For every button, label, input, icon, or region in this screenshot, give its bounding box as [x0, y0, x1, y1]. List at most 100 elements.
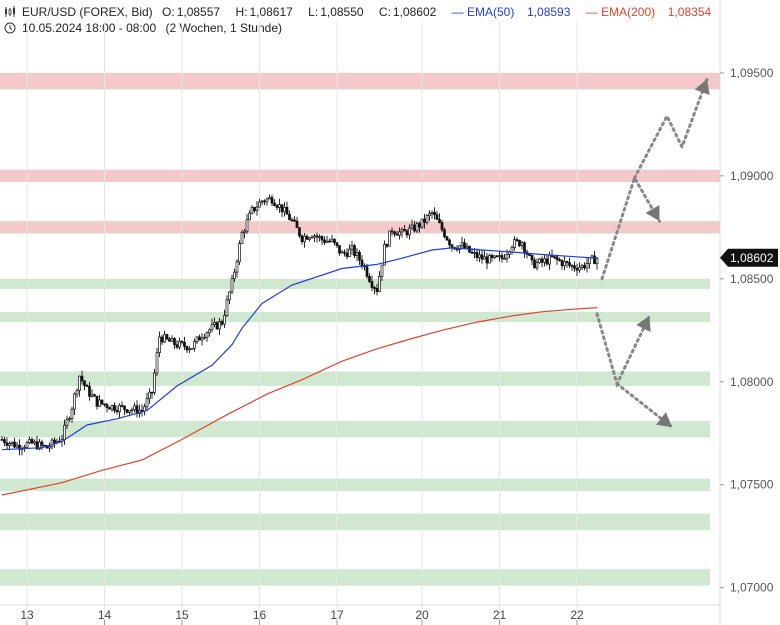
candle [98, 394, 101, 408]
candle [193, 338, 196, 352]
candle-body [370, 281, 374, 288]
candle [113, 402, 116, 414]
candle-body [333, 238, 336, 244]
candle-body [140, 409, 144, 412]
candle [538, 257, 541, 264]
candle [390, 227, 394, 236]
candle [370, 275, 374, 292]
candle-body [190, 347, 194, 350]
candle-body [63, 424, 66, 440]
candle-body [493, 255, 496, 258]
time-tick-label: 17 [330, 608, 344, 622]
candle-body [83, 380, 86, 386]
price-tick-label: 1,07500 [730, 478, 774, 492]
candle-body [435, 214, 439, 220]
candle-body [208, 329, 211, 334]
candle [545, 254, 549, 266]
candle-body [445, 236, 449, 241]
candle-body [103, 403, 106, 406]
candle [3, 436, 6, 446]
candle [243, 228, 246, 239]
candle-body [350, 245, 354, 250]
candle [95, 395, 99, 410]
candle-body [428, 213, 431, 217]
candle [210, 318, 214, 333]
candle [323, 236, 326, 246]
ema50-legend[interactable]: — EMA(50) 1,08593 [451, 5, 571, 19]
resistance-zone [0, 72, 720, 90]
time-tick-label: 22 [570, 608, 584, 622]
candle-body [383, 244, 386, 266]
candle-body [593, 255, 596, 265]
candle [440, 219, 444, 233]
candle [575, 263, 579, 276]
ema200-legend[interactable]: — EMA(200) 1,08354 [585, 5, 712, 19]
candle [0, 435, 4, 441]
candle-body [73, 393, 76, 410]
candle-body [388, 230, 391, 247]
candle [425, 214, 429, 225]
candle-body [573, 265, 576, 269]
candle-body [30, 439, 34, 444]
candle [510, 245, 514, 255]
high-number: 1,08617 [249, 5, 293, 19]
candle [145, 393, 149, 411]
candle [563, 256, 566, 271]
candle-body [328, 240, 331, 243]
candle-body [228, 291, 231, 301]
candle-body [70, 408, 74, 419]
candle [250, 205, 254, 215]
candle-body [420, 218, 424, 228]
candle [13, 437, 16, 449]
candle-body [153, 372, 156, 393]
candle [255, 201, 259, 216]
candle [10, 441, 14, 447]
candle-body [433, 211, 436, 216]
candle-body [520, 242, 524, 247]
candle-body [513, 239, 516, 248]
candle [445, 235, 449, 241]
candle [335, 242, 339, 248]
candle-body [35, 441, 39, 450]
candle-body [188, 348, 191, 351]
zones-layer [0, 72, 720, 586]
candle [525, 249, 529, 259]
candle-body [173, 338, 176, 346]
candle [33, 439, 36, 446]
candle [383, 240, 386, 266]
candle-body [503, 258, 506, 260]
scenario-path [615, 382, 674, 429]
candle [495, 255, 499, 258]
candle-body [528, 254, 531, 256]
candle [260, 199, 264, 206]
candle [500, 252, 504, 263]
candle [188, 346, 191, 354]
candle [555, 254, 559, 265]
candle [305, 234, 309, 240]
candle-body [448, 239, 451, 246]
candle [300, 234, 304, 245]
candle-body [365, 266, 369, 277]
candle [533, 257, 536, 269]
candle [410, 219, 414, 230]
candle [155, 347, 159, 377]
candle [198, 334, 201, 341]
candle-body [223, 315, 226, 325]
candle [208, 328, 211, 337]
candle-body [120, 404, 124, 407]
candle-body [275, 205, 279, 208]
price-tick-label: 1,09000 [730, 169, 774, 183]
candle-body [155, 352, 159, 374]
candle-body [385, 244, 389, 247]
candle-body [423, 218, 426, 223]
candle-body [130, 409, 134, 412]
candle-body [303, 235, 306, 243]
candle [228, 291, 231, 305]
candle-body [330, 238, 334, 242]
candle [333, 238, 336, 246]
candle-body [243, 230, 246, 233]
scenario-path [600, 174, 661, 281]
candle [15, 442, 19, 449]
candle [565, 260, 569, 268]
